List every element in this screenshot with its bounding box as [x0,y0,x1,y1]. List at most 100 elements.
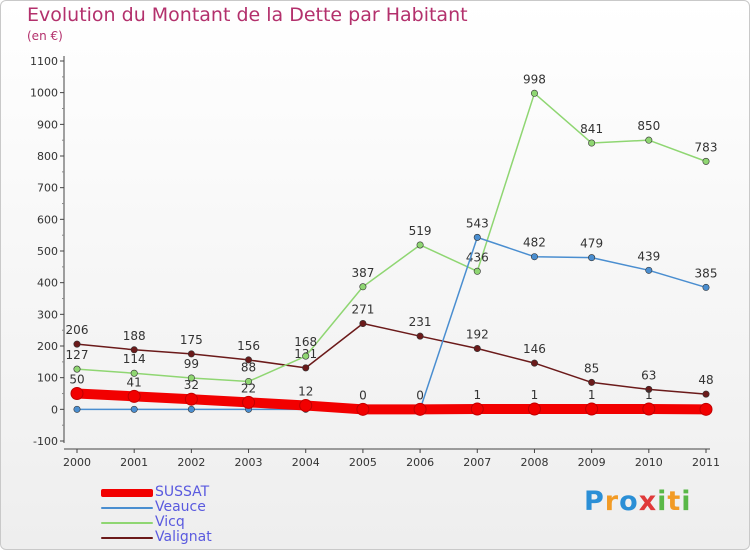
data-label-veauce: 543 [466,216,489,230]
logo-letter: P [584,486,605,517]
legend-label: Valignat [155,529,212,545]
data-label-vicq: 998 [523,72,546,86]
y-tick-label: 500 [37,245,58,258]
data-point-vicq [588,139,596,147]
data-label-vicq: 387 [351,266,374,280]
x-tick-label: 2007 [463,456,491,469]
data-label-valignat: 206 [66,323,89,337]
data-point-sussat [70,387,84,400]
data-point-vicq [245,377,253,385]
data-point-veauce [702,283,710,291]
data-point-sussat [242,395,256,409]
legend-swatch [101,507,153,509]
x-tick-label: 2000 [63,456,91,469]
data-point-sussat [127,389,141,403]
data-point-vicq [73,365,81,373]
data-point-sussat [470,402,484,416]
y-tick-label: -100 [33,435,58,448]
data-label-veauce: 439 [637,249,660,263]
data-point-valignat [473,345,481,353]
legend-swatch [101,489,153,497]
data-point-vicq [416,241,424,249]
data-point-veauce [187,405,195,413]
data-point-valignat [588,378,596,386]
y-tick-label: 200 [37,340,58,353]
legend-swatch [101,537,153,539]
data-label-valignat: 63 [641,368,656,382]
data-point-valignat [530,359,538,367]
data-label-valignat: 188 [123,329,146,343]
data-label-vicq: 841 [580,122,603,136]
x-tick-label: 2004 [292,456,320,469]
data-point-veauce [530,253,538,261]
data-point-veauce [473,233,481,241]
logo-letter: i [657,486,668,517]
data-point-valignat [359,320,367,328]
data-point-vicq [530,89,538,97]
data-point-vicq [359,283,367,291]
logo-letter: o [619,486,639,517]
series-line-veauce [76,236,707,411]
data-point-sussat [413,402,427,416]
data-point-vicq [187,374,195,382]
y-tick-label: 900 [37,118,58,131]
data-label-sussat: 1 [531,388,539,402]
data-point-veauce [645,266,653,274]
data-label-vicq: 783 [695,140,718,154]
data-label-vicq: 168 [294,335,317,349]
data-label-valignat: 156 [237,339,260,353]
data-point-valignat [73,340,81,348]
data-label-sussat: 1 [588,388,596,402]
data-label-sussat: 1 [645,388,653,402]
data-label-sussat: 22 [241,381,256,395]
logo-letter: i [681,486,692,517]
x-tick-label: 2003 [235,456,263,469]
data-point-valignat [702,390,710,398]
legend-label: SUSSAT [155,484,210,500]
y-tick-label: 100 [37,372,58,385]
y-tick-label: 600 [37,213,58,226]
data-point-valignat [187,350,195,358]
data-label-vicq: 114 [123,352,146,366]
logo-letter: x [638,486,658,517]
legend-label: Veauce [155,499,206,515]
data-label-veauce: 479 [580,237,603,251]
series-line-valignat [76,322,707,395]
data-label-vicq: 519 [409,224,432,238]
y-tick-label: 0 [51,403,58,416]
data-point-vicq [645,136,653,144]
series-line-sussat [72,388,711,415]
data-point-sussat [356,402,370,416]
data-point-vicq [702,157,710,165]
x-tick-label: 2009 [578,456,606,469]
data-point-valignat [130,346,138,354]
y-tick-label: 1000 [30,87,58,100]
data-point-vicq [130,369,138,377]
data-label-sussat: 41 [127,375,142,389]
data-point-valignat [245,356,253,364]
chart-title: Evolution du Montant de la Dette par Hab… [27,4,468,26]
data-point-veauce [73,405,81,413]
legend-swatch [101,522,153,524]
data-label-valignat: 271 [351,303,374,317]
data-label-vicq: 127 [66,348,89,362]
x-tick-label: 2008 [520,456,548,469]
data-label-valignat: 231 [409,315,432,329]
x-tick-label: 2006 [406,456,434,469]
logo-letter: r [604,486,620,517]
data-label-sussat: 50 [69,373,84,387]
y-tick-label: 1100 [30,55,58,68]
y-tick-label: 700 [37,182,58,195]
logo-letter: t [667,486,682,517]
data-point-sussat [184,392,198,406]
data-label-veauce: 385 [695,266,718,280]
proxiti-logo: Proxiti [584,486,692,517]
data-point-vicq [473,267,481,275]
x-tick-label: 2011 [692,456,720,469]
data-point-sussat [642,402,656,416]
data-point-sussat [699,402,713,416]
data-point-veauce [588,254,596,262]
data-label-vicq: 850 [637,119,660,133]
